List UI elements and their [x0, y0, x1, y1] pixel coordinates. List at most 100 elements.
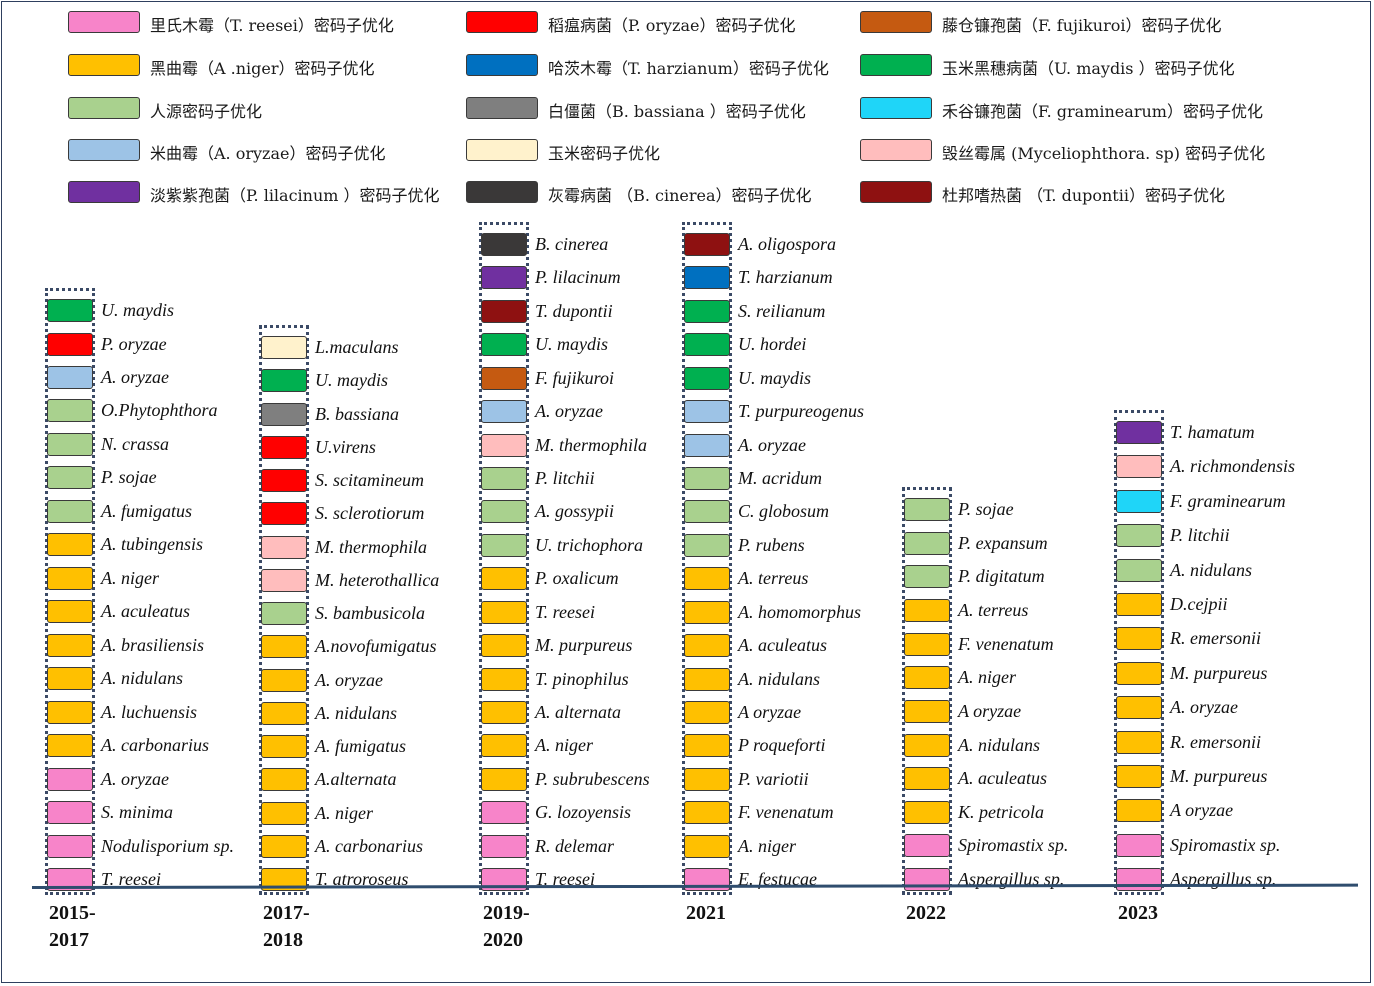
species-swatch: [47, 700, 93, 724]
species-label: A. alternata: [535, 701, 621, 722]
species-swatch: [481, 333, 527, 357]
species-swatch: [261, 768, 307, 792]
species-label: M. heterothallica: [315, 569, 440, 590]
species-label: T. dupontii: [535, 300, 613, 321]
species-label: A. aculeatus: [738, 635, 827, 656]
legend-label: 白僵菌（B. bassiana ）密码子优化: [548, 102, 806, 121]
legend-swatch: [68, 97, 140, 119]
year-label-line: 2019-: [483, 902, 530, 924]
species-swatch: [1116, 730, 1162, 754]
species-label: E. festucae: [738, 869, 817, 889]
species-label: Aspergillus sp.: [958, 869, 1065, 889]
species-label: O.Phytophthora: [101, 400, 218, 421]
species-label: R. delemar: [535, 835, 614, 856]
year-label: 2017- 2018: [263, 900, 310, 954]
species-swatch: [684, 801, 730, 825]
species-swatch: [47, 299, 93, 322]
species-label: T. reesei: [535, 601, 595, 622]
species-swatch: [47, 667, 93, 691]
legend-swatch: [466, 181, 538, 203]
species-label: T. purpureogenus: [738, 401, 864, 422]
species-label: A. oryzae: [101, 366, 169, 387]
legend-swatch: [860, 181, 932, 203]
species-label: A. fumigatus: [315, 736, 407, 756]
legend-label: 玉米黑穗病菌（U. maydis ）密码子优化: [942, 59, 1235, 78]
species-swatch: [47, 499, 93, 523]
species-swatch: [481, 567, 527, 591]
species-swatch: [684, 600, 730, 624]
year-label-line: 2022: [906, 902, 946, 924]
species-label: A oryzae: [738, 701, 802, 722]
species-label: B. bassiana: [315, 403, 400, 424]
species-swatch: [684, 700, 730, 724]
species-label: A. carbonarius: [101, 735, 209, 756]
species-label: T. hamatum: [1170, 422, 1255, 442]
species-label: P. variotii: [738, 768, 809, 789]
species-swatch: [1116, 627, 1162, 651]
species-label: S. reilianum: [738, 300, 826, 321]
species-swatch: [1116, 524, 1162, 548]
species-label: A. gossypii: [535, 501, 614, 522]
species-swatch: [261, 435, 307, 459]
species-swatch: [684, 400, 730, 424]
species-swatch: [481, 466, 527, 490]
species-swatch: [904, 598, 950, 622]
species-swatch: [481, 734, 527, 758]
species-swatch: [481, 366, 527, 390]
species-swatch: [684, 868, 730, 891]
species-swatch: [481, 634, 527, 658]
year-label-line: 2018: [263, 929, 303, 951]
legend-swatch: [68, 181, 140, 203]
species-label: K. petricola: [958, 801, 1044, 822]
species-swatch: [1116, 799, 1162, 823]
species-label: P. sojae: [958, 499, 1014, 519]
species-swatch: [684, 567, 730, 591]
species-swatch: [47, 566, 93, 590]
species-label: A. brasiliensis: [101, 634, 205, 655]
species-swatch: [904, 498, 950, 521]
species-label: S. scitamineum: [315, 470, 424, 490]
species-swatch: [904, 531, 950, 555]
species-swatch: [261, 701, 307, 725]
year-column-box: [479, 222, 529, 895]
species-label: A. nidulans: [101, 668, 184, 689]
legend-swatch: [68, 11, 140, 33]
legend-label: 稻瘟病菌（P. oryzae）密码子优化: [548, 16, 796, 35]
species-label: F. venenatum: [738, 802, 834, 823]
species-swatch: [1116, 558, 1162, 582]
legend-label: 里氏木霉（T. reesei）密码子优化: [150, 16, 394, 35]
species-swatch: [1116, 661, 1162, 685]
species-swatch: [47, 801, 93, 825]
legend-swatch: [466, 11, 538, 33]
species-swatch: [904, 632, 950, 656]
year-column-box: [902, 487, 952, 895]
species-label: A. carbonarius: [315, 835, 423, 856]
species-label: A oryzae: [958, 700, 1022, 721]
year-label-line: 2021: [686, 902, 726, 924]
species-label: T. pinophilus: [535, 668, 629, 689]
year-label: 2021: [686, 900, 726, 927]
species-swatch: [481, 667, 527, 691]
species-swatch: [1116, 455, 1162, 479]
species-swatch: [1116, 833, 1162, 857]
legend-swatch: [466, 139, 538, 161]
species-swatch: [261, 635, 307, 659]
species-label: S. minima: [101, 802, 173, 823]
year-column-box: [1114, 410, 1164, 895]
species-swatch: [684, 266, 730, 290]
species-label: M. purpureus: [535, 635, 633, 656]
species-label: U.virens: [315, 436, 376, 457]
species-swatch: [47, 600, 93, 624]
year-label: 2022: [906, 900, 946, 927]
species-swatch: [261, 834, 307, 858]
year-label: 2019- 2020: [483, 900, 530, 954]
species-label: G. lozoyensis: [535, 802, 631, 823]
species-swatch: [481, 600, 527, 624]
species-swatch: [261, 502, 307, 526]
species-label: P. rubens: [738, 534, 805, 555]
species-swatch: [261, 402, 307, 426]
species-swatch: [261, 868, 307, 891]
species-label: A. oryzae: [1170, 697, 1238, 718]
year-label-line: 2017: [49, 929, 89, 951]
